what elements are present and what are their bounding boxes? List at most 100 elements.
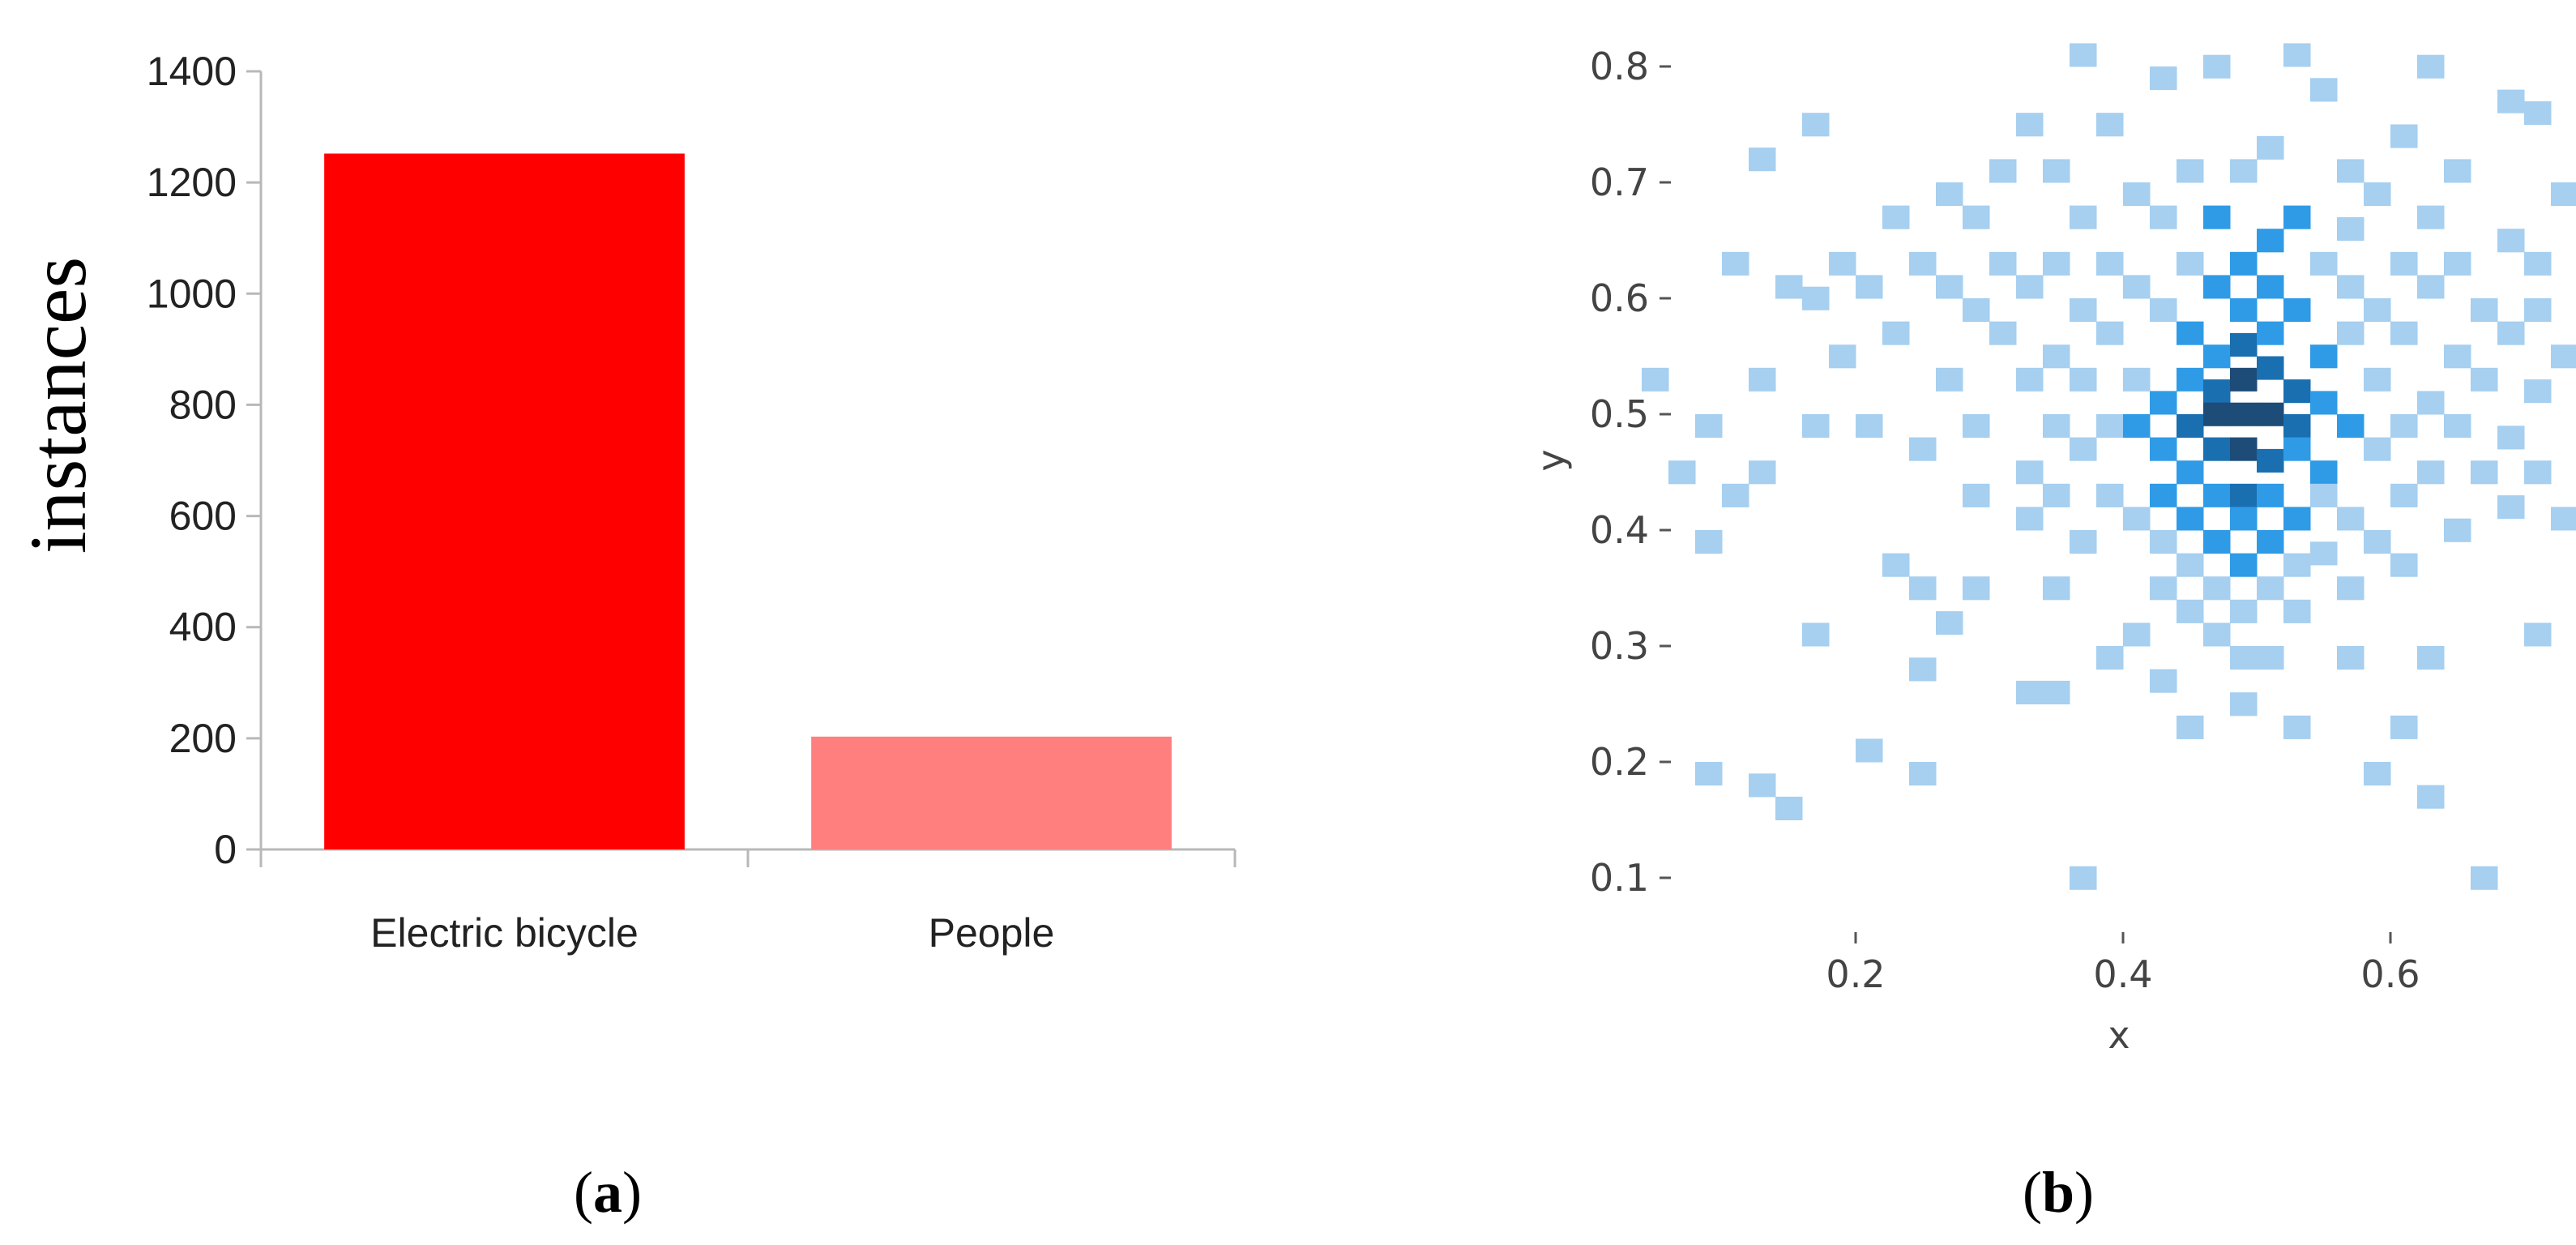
heatmap-cell [1749, 367, 1776, 391]
heatmap-cell [2043, 344, 2070, 369]
heatmap-cell [2203, 622, 2231, 647]
heatmap-cell [2177, 367, 2204, 391]
heatmap-cell [1909, 437, 1937, 461]
heatmap-cell [2203, 379, 2231, 404]
heatmap-cell [2203, 530, 2231, 554]
heatmap-cell [2150, 298, 2177, 323]
heatmap-cell [1963, 298, 1990, 323]
heatmap-cell [2096, 321, 2124, 345]
heatmap-cell [1989, 159, 2017, 183]
heatmap-cell [2497, 321, 2525, 345]
heatmap-cell [1856, 275, 1883, 299]
heatmap-cell [2150, 205, 2177, 229]
heatmap-cell [2310, 391, 2338, 415]
heatmap-cell [2444, 251, 2471, 276]
heatmap-cell [2257, 275, 2284, 299]
heatmap-cell [2203, 402, 2231, 426]
heatmap-cell [2390, 483, 2418, 507]
heatmap-cell [2497, 229, 2525, 253]
heatmap-cell [2444, 344, 2471, 369]
heatmap-cell [2417, 54, 2445, 79]
heatmap-cell [2177, 715, 2204, 739]
heatmap-cell [2257, 483, 2284, 507]
heatmap-cell [1775, 275, 1803, 299]
y-axis-label: y [1529, 449, 1573, 471]
heatmap-cell [1936, 275, 1963, 299]
bar [324, 153, 685, 849]
heatmap-cell [1829, 344, 1856, 369]
heatmap-cell [2096, 483, 2124, 507]
heatmap-cell [2551, 507, 2576, 531]
heatmap-cell [2230, 159, 2258, 183]
heatmap-cell [2123, 414, 2151, 439]
heatmap-cell [2390, 321, 2418, 345]
heatmap-cell [2390, 553, 2418, 577]
heatmap-cell [1882, 205, 1910, 229]
heatmap-cell [2230, 437, 2258, 461]
y-tick-label: 0.8 [1590, 45, 1649, 88]
heatmap-cell [2310, 251, 2338, 276]
y-tick-label: 600 [169, 494, 237, 539]
heatmap-cell [1963, 414, 1990, 439]
heatmap-cell [1642, 367, 1669, 391]
heatmap-cell [2177, 414, 2204, 439]
heatmap-cell [2043, 414, 2070, 439]
heatmap-cell [2096, 113, 2124, 137]
heatmap-cell [1775, 796, 1803, 820]
heatmap-cell [2043, 576, 2070, 601]
heatmap-cell [2283, 553, 2311, 577]
heatmap-cell [2471, 298, 2498, 323]
heatmap-cell [2283, 43, 2311, 67]
heatmap-cell [2177, 599, 2204, 623]
y-tick-labels: 0.1 0.2 0.3 0.4 0.5 0.6 0.7 0.8 [1590, 45, 1671, 900]
x-tick-labels: 0.20.40.60.8 [1826, 932, 2420, 996]
heatmap-cell [2364, 762, 2391, 786]
heatmap-cell [2150, 391, 2177, 415]
heatmap-cell [2283, 414, 2311, 439]
heatmap-cell [2257, 576, 2284, 601]
x-tick-label: Electric bicycle [370, 910, 639, 956]
heatmap-cell [2337, 216, 2365, 241]
heatmap-cell [1802, 414, 1830, 439]
heatmap-cell [1963, 205, 1990, 229]
heatmap-cell [2016, 460, 2044, 485]
heatmap-cell [1909, 657, 1937, 682]
heatmap-cell [2177, 251, 2204, 276]
heatmap-cell [2070, 367, 2097, 391]
heatmap-cell [2551, 182, 2576, 207]
heatmap-cell [2177, 460, 2204, 485]
heatmap-cell [2043, 483, 2070, 507]
heatmap-cell [2257, 229, 2284, 253]
heatmap-cell [2150, 669, 2177, 693]
heatmap-cell [2257, 530, 2284, 554]
heatmap-cell [2096, 414, 2124, 439]
heatmap-cell [2016, 113, 2044, 137]
heatmap-cell [2310, 483, 2338, 507]
heatmap-cell [2417, 391, 2445, 415]
heatmap-cell [1856, 738, 1883, 763]
heatmap-cell [2230, 483, 2258, 507]
x-tick-label: 0.4 [2093, 952, 2152, 996]
y-tick-label: 0.7 [1590, 160, 1649, 204]
heatmap-cell [1909, 251, 1937, 276]
heatmap-cell [1936, 367, 1963, 391]
heatmap-cell [2417, 205, 2445, 229]
heatmap-cell [2177, 553, 2204, 577]
heatmap-cell [2497, 495, 2525, 520]
heatmap-cell [2257, 135, 2284, 160]
y-tick-label: 800 [169, 382, 237, 427]
heatmap-cell [1722, 251, 1749, 276]
heatmap-cells [1642, 43, 2576, 890]
heatmap-cell [2203, 344, 2231, 369]
heatmap-cell [2070, 437, 2097, 461]
heatmap-cell [2283, 507, 2311, 531]
heatmap-cell [2150, 530, 2177, 554]
bar-chart-panel: instances 0 200 400 600 800 1000 1200 1400 Elec… [13, 49, 1237, 1225]
heatmap-cell [2177, 507, 2204, 531]
caption-letter: b [2042, 1160, 2074, 1225]
heatmap-cell [2337, 414, 2365, 439]
heatmap-cell [2150, 576, 2177, 601]
heatmap-cell [1749, 148, 1776, 172]
heatmap-cell [2230, 507, 2258, 531]
heatmap-cell [2364, 367, 2391, 391]
